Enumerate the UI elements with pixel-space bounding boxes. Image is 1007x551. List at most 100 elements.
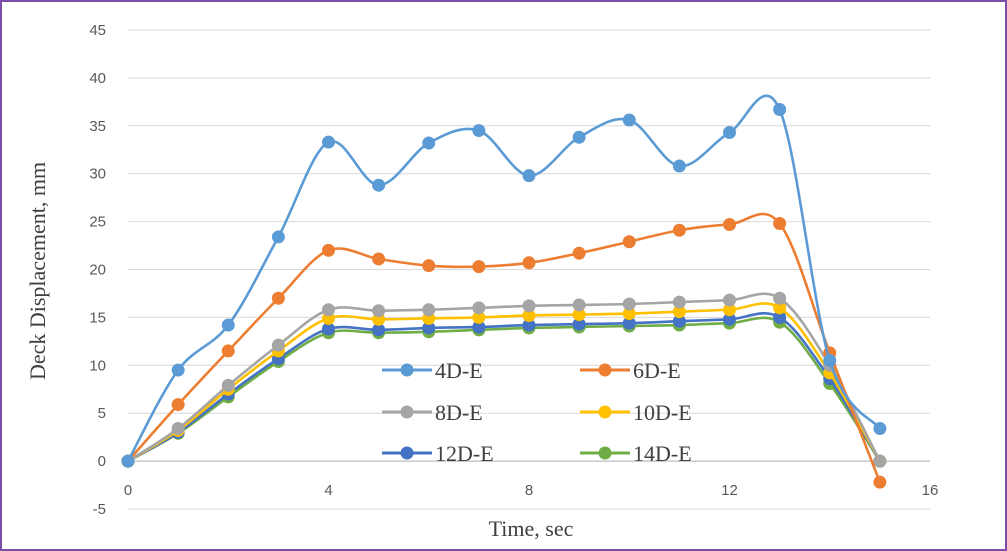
- legend-swatch-marker: [400, 363, 414, 377]
- data-point-12d-e: [622, 316, 636, 330]
- data-point-12d-e: [672, 314, 686, 328]
- y-tick-label: 25: [89, 214, 106, 231]
- y-tick-label: 35: [89, 118, 106, 135]
- legend-swatch-marker: [400, 405, 414, 419]
- data-point-10d-e: [572, 308, 586, 322]
- data-point-6d-e: [723, 217, 736, 231]
- data-point-6d-e: [622, 235, 636, 249]
- data-point-4d-e: [221, 318, 235, 332]
- data-point-8d-e: [372, 304, 386, 318]
- data-point-4d-e: [472, 124, 486, 138]
- data-point-12d-e: [422, 321, 436, 335]
- series-line-14d-e: [126, 316, 882, 463]
- x-tick-label: 8: [525, 482, 533, 499]
- data-point-10d-e: [672, 305, 686, 319]
- legend-label: 8D-E: [435, 400, 483, 425]
- data-point-12d-e: [322, 322, 335, 336]
- data-series: [121, 94, 887, 489]
- data-point-4d-e: [121, 454, 135, 468]
- x-tick-label: 0: [124, 482, 132, 499]
- data-point-8d-e: [622, 297, 636, 311]
- x-tick-label: 4: [324, 482, 332, 499]
- legend-swatch-marker: [400, 446, 414, 460]
- legend-swatch-marker: [598, 363, 612, 377]
- data-point-6d-e: [422, 259, 436, 273]
- data-point-8d-e: [572, 298, 586, 312]
- legend-entry-12d-e: 12D-E: [382, 441, 494, 466]
- data-point-8d-e: [522, 299, 536, 313]
- data-point-6d-e: [271, 291, 285, 305]
- legend: 4D-E 6D-E 8D-E 10D-E 12D-E 14D-E: [382, 358, 692, 466]
- data-point-12d-e: [723, 312, 736, 326]
- data-point-10d-e: [773, 301, 787, 315]
- data-point-8d-e: [723, 293, 736, 307]
- series-12d-e: [121, 310, 887, 468]
- data-point-4d-e: [672, 159, 686, 173]
- series-6d-e: [121, 212, 887, 489]
- legend-label: 12D-E: [435, 441, 494, 466]
- data-point-8d-e: [472, 301, 486, 315]
- legend-swatch-marker: [598, 405, 612, 419]
- data-point-6d-e: [472, 260, 486, 274]
- y-tick-label: 40: [89, 70, 106, 87]
- data-point-6d-e: [171, 398, 185, 412]
- data-point-4d-e: [723, 126, 736, 140]
- y-tick-label: 30: [89, 166, 106, 183]
- series-8d-e: [121, 291, 887, 468]
- data-point-4d-e: [322, 135, 335, 149]
- legend-label: 14D-E: [633, 441, 692, 466]
- data-point-10d-e: [622, 307, 636, 321]
- data-point-8d-e: [873, 454, 887, 468]
- y-tick-label: 20: [89, 262, 106, 279]
- data-point-4d-e: [422, 136, 436, 150]
- legend-entry-8d-e: 8D-E: [382, 400, 483, 425]
- y-axis-title: Deck Displacement, mm: [25, 162, 50, 380]
- x-axis-title: Time, sec: [489, 516, 574, 541]
- x-tick-label: 12: [721, 482, 738, 499]
- data-point-6d-e: [572, 246, 586, 260]
- data-point-8d-e: [271, 338, 285, 352]
- series-14d-e: [121, 315, 887, 468]
- data-point-4d-e: [823, 354, 837, 368]
- data-point-8d-e: [322, 303, 335, 317]
- series-4d-e: [121, 94, 887, 468]
- data-point-4d-e: [271, 230, 285, 244]
- data-point-6d-e: [672, 223, 686, 237]
- data-point-10d-e: [723, 303, 736, 317]
- data-point-6d-e: [221, 344, 235, 358]
- y-tick-label: 15: [89, 309, 106, 326]
- data-point-8d-e: [773, 291, 787, 305]
- grid-lines: [128, 29, 930, 510]
- legend-entry-14d-e: 14D-E: [580, 441, 692, 466]
- data-point-12d-e: [773, 310, 787, 324]
- data-point-8d-e: [422, 303, 436, 317]
- data-point-12d-e: [572, 317, 586, 331]
- legend-entry-6d-e: 6D-E: [580, 358, 681, 383]
- legend-swatch-marker: [598, 446, 612, 460]
- series-line-4d-e: [126, 94, 882, 463]
- data-point-4d-e: [873, 422, 887, 436]
- y-tick-label: 45: [89, 22, 106, 39]
- series-line-12d-e: [126, 312, 882, 463]
- data-point-6d-e: [873, 475, 887, 489]
- y-tick-label: 5: [98, 405, 106, 422]
- data-point-8d-e: [672, 295, 686, 309]
- data-point-6d-e: [322, 243, 335, 257]
- legend-entry-10d-e: 10D-E: [580, 400, 692, 425]
- y-tick-label: -5: [93, 501, 106, 518]
- data-point-4d-e: [372, 178, 386, 192]
- data-point-6d-e: [372, 252, 386, 266]
- data-point-8d-e: [171, 422, 185, 436]
- legend-entry-4d-e: 4D-E: [382, 358, 483, 383]
- data-point-4d-e: [572, 130, 586, 144]
- data-point-4d-e: [773, 103, 787, 117]
- y-tick-label: 0: [98, 453, 106, 470]
- data-point-6d-e: [522, 256, 536, 270]
- data-point-12d-e: [472, 320, 486, 334]
- data-point-8d-e: [221, 378, 235, 392]
- data-point-4d-e: [171, 363, 185, 377]
- tick-labels: -5 0 5 10 15 20 25 30 35 40 45 0 4 8 12 16: [89, 22, 938, 518]
- data-point-6d-e: [773, 217, 787, 231]
